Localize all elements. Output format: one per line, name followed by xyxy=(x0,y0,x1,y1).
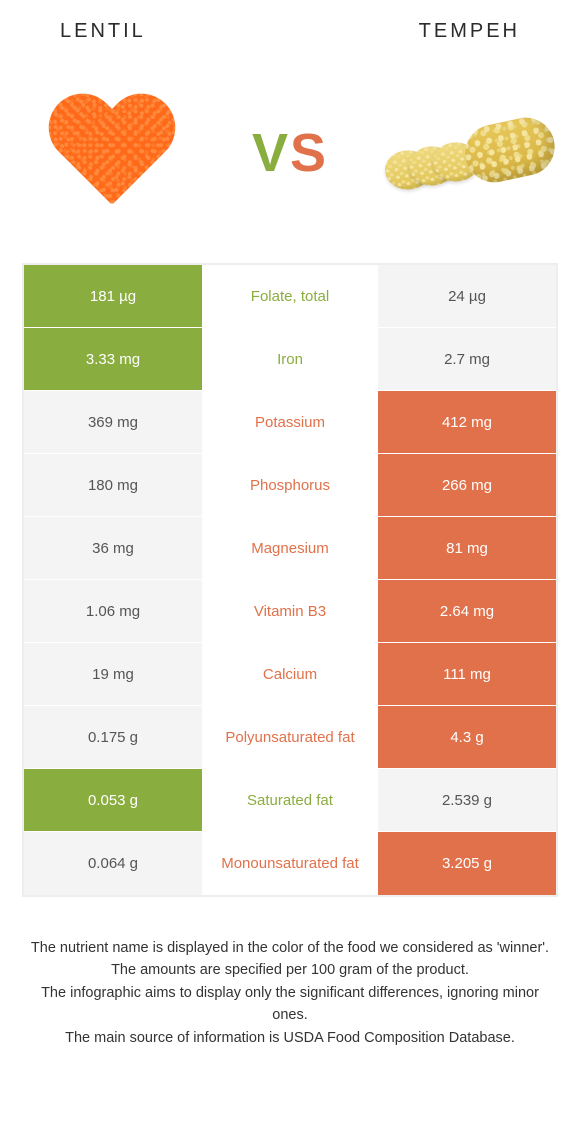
footer-line: The amounts are specified per 100 gram o… xyxy=(28,959,552,981)
right-value-cell: 2.7 mg xyxy=(378,328,556,390)
vs-s-letter: S xyxy=(290,122,328,184)
left-value-cell: 0.175 g xyxy=(24,706,202,768)
left-value-cell: 0.053 g xyxy=(24,769,202,831)
left-value-cell: 3.33 mg xyxy=(24,328,202,390)
table-row: 0.053 gSaturated fat2.539 g xyxy=(24,769,556,832)
table-row: 36 mgMagnesium81 mg xyxy=(24,517,556,580)
left-value-cell: 181 µg xyxy=(24,265,202,327)
nutrient-name-cell: Folate, total xyxy=(202,265,378,327)
nutrient-name-cell: Calcium xyxy=(202,643,378,705)
right-value-cell: 4.3 g xyxy=(378,706,556,768)
right-value-cell: 412 mg xyxy=(378,391,556,453)
table-row: 0.175 gPolyunsaturated fat4.3 g xyxy=(24,706,556,769)
vs-v-letter: V xyxy=(252,122,290,184)
footer-notes: The nutrient name is displayed in the co… xyxy=(0,897,580,1069)
left-food-title: Lentil xyxy=(60,20,146,43)
left-value-cell: 180 mg xyxy=(24,454,202,516)
nutrient-name-cell: Iron xyxy=(202,328,378,390)
nutrient-name-cell: Polyunsaturated fat xyxy=(202,706,378,768)
nutrient-name-cell: Monounsaturated fat xyxy=(202,832,378,895)
right-value-cell: 111 mg xyxy=(378,643,556,705)
table-row: 180 mgPhosphorus266 mg xyxy=(24,454,556,517)
right-value-cell: 24 µg xyxy=(378,265,556,327)
tempeh-log xyxy=(460,112,560,187)
left-value-cell: 1.06 mg xyxy=(24,580,202,642)
lentil-heart-icon xyxy=(45,96,175,211)
right-value-cell: 266 mg xyxy=(378,454,556,516)
footer-line: The infographic aims to display only the… xyxy=(28,982,552,1027)
nutrient-name-cell: Phosphorus xyxy=(202,454,378,516)
right-value-cell: 81 mg xyxy=(378,517,556,579)
comparison-table: 181 µgFolate, total24 µg3.33 mgIron2.7 m… xyxy=(22,263,558,897)
left-value-cell: 369 mg xyxy=(24,391,202,453)
table-row: 181 µgFolate, total24 µg xyxy=(24,265,556,328)
left-food-image xyxy=(25,83,195,223)
header: Lentil Tempeh xyxy=(0,0,580,53)
table-row: 0.064 gMonounsaturated fat3.205 g xyxy=(24,832,556,895)
table-row: 3.33 mgIron2.7 mg xyxy=(24,328,556,391)
nutrient-name-cell: Vitamin B3 xyxy=(202,580,378,642)
tempeh-icon xyxy=(385,103,555,203)
right-food-image xyxy=(385,83,555,223)
vs-label: V S xyxy=(252,122,328,184)
left-value-cell: 36 mg xyxy=(24,517,202,579)
right-value-cell: 3.205 g xyxy=(378,832,556,895)
footer-line: The nutrient name is displayed in the co… xyxy=(28,937,552,959)
images-row: V S xyxy=(0,53,580,263)
right-value-cell: 2.64 mg xyxy=(378,580,556,642)
left-value-cell: 19 mg xyxy=(24,643,202,705)
nutrient-name-cell: Saturated fat xyxy=(202,769,378,831)
nutrient-name-cell: Potassium xyxy=(202,391,378,453)
footer-line: The main source of information is USDA F… xyxy=(28,1027,552,1049)
right-value-cell: 2.539 g xyxy=(378,769,556,831)
nutrient-name-cell: Magnesium xyxy=(202,517,378,579)
table-row: 1.06 mgVitamin B32.64 mg xyxy=(24,580,556,643)
right-food-title: Tempeh xyxy=(419,20,520,43)
left-value-cell: 0.064 g xyxy=(24,832,202,895)
table-row: 369 mgPotassium412 mg xyxy=(24,391,556,454)
table-row: 19 mgCalcium111 mg xyxy=(24,643,556,706)
